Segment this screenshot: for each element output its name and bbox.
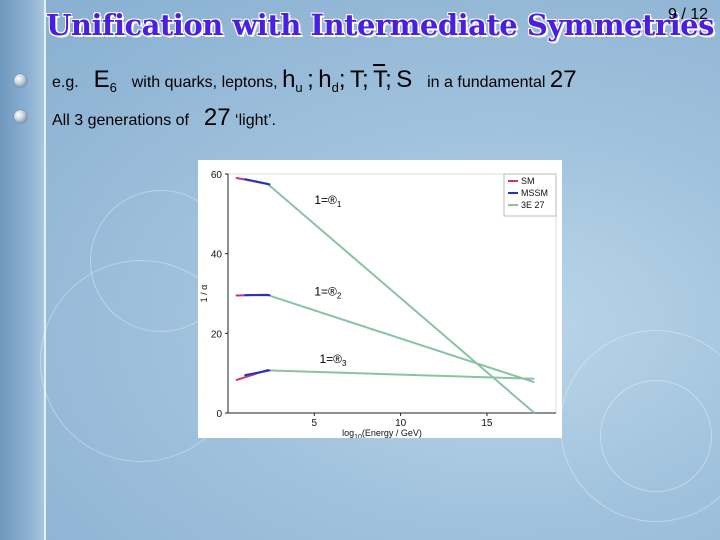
legend-label: MSSM (521, 188, 548, 198)
hd-symbol: h (318, 66, 332, 93)
eg-text: e.g. (52, 74, 79, 91)
y-tick-label: 20 (211, 329, 223, 340)
y-tick-label: 0 (216, 409, 222, 420)
coupling-annotation: 1=®1 (314, 193, 342, 209)
x-tick-label: 15 (481, 418, 493, 429)
page-number: 9 / 12 (667, 6, 708, 23)
series-line (244, 369, 271, 377)
plot-frame (227, 173, 557, 414)
left-divider (44, 0, 46, 540)
bullet-icon (14, 110, 27, 123)
separator: ; (385, 66, 392, 93)
legend-label: SM (521, 176, 535, 186)
e6-subscript: 6 (109, 80, 117, 95)
hd-subscript: d (331, 80, 339, 95)
tbar-symbol: T (373, 66, 386, 93)
series-line (266, 369, 535, 380)
series-line (266, 294, 535, 383)
light-text: ‘light’. (235, 112, 276, 129)
generations-text: All 3 generations of (52, 112, 189, 129)
y-tick-label: 40 (211, 250, 223, 261)
x-tick-label: 5 (312, 418, 318, 429)
x-axis-label: log10(Energy / GeV) (342, 428, 422, 438)
rep-27: 27 (549, 66, 577, 93)
separator: ; (361, 66, 369, 93)
e6-symbol: E (93, 66, 110, 93)
slide-title: Unification with Intermediate Symmetries (46, 8, 714, 42)
in-text: in a fundamental (427, 74, 546, 91)
y-tick-label: 60 (211, 170, 223, 181)
coupling-annotation: 1=®3 (319, 352, 347, 368)
t-symbol: T (349, 66, 362, 93)
hu-symbol: h (282, 66, 296, 93)
bullet-icon (14, 74, 27, 87)
bullet-line-2: All 3 generations of 27 ‘light’. (52, 104, 276, 132)
hu-subscript: u (295, 80, 303, 95)
coupling-chart: 0 20 40 60 5 10 15 log10(Energy / GeV) 1 / α 1=®1… (198, 160, 562, 441)
rep-27: 27 (203, 104, 231, 131)
x-tick-label: 10 (395, 418, 407, 429)
bullet-line-1: e.g. E6 with quarks, leptons, hu ; hd; T… (52, 66, 577, 95)
series-line (244, 178, 271, 186)
coupling-annotation: 1=®2 (314, 284, 342, 300)
chart-svg: 0 20 40 60 5 10 15 log10(Energy / GeV) 1 / α 1=®1… (199, 170, 557, 441)
separator: ; (338, 66, 346, 93)
series-line (266, 182, 535, 414)
legend-label: 3E 27 (521, 200, 545, 210)
with-text: with quarks, leptons, (131, 74, 278, 91)
separator: ; (307, 66, 314, 93)
y-axis-label: 1 / α (199, 285, 209, 303)
left-decor-bar (0, 0, 44, 540)
s-symbol: S (396, 66, 413, 93)
background-swirl (600, 380, 712, 492)
